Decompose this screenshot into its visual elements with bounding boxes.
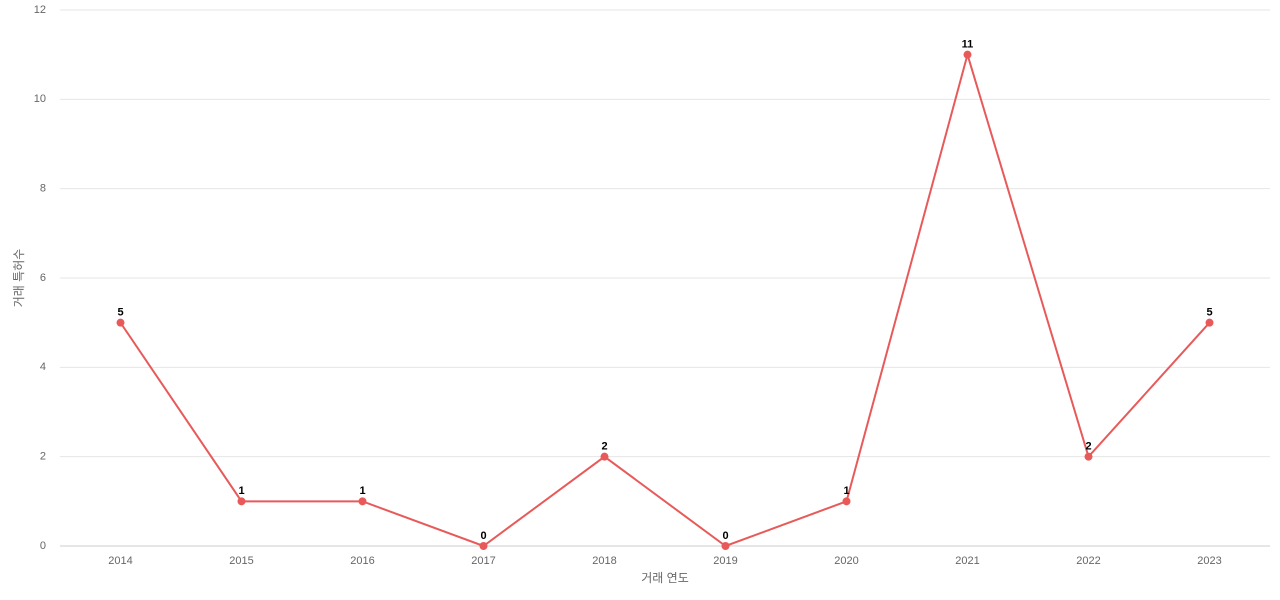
point <box>479 542 488 550</box>
point <box>1205 318 1214 327</box>
data-label: 1 <box>843 485 849 497</box>
data-label: 2 <box>1085 441 1091 453</box>
x-tick-label: 2014 <box>108 555 132 567</box>
data-label: 5 <box>1206 307 1212 319</box>
y-tick-label: 4 <box>40 361 46 373</box>
x-tick-label: 2018 <box>592 555 616 567</box>
x-tick-label: 2021 <box>955 555 979 567</box>
data-label: 1 <box>238 485 244 497</box>
point <box>600 452 609 461</box>
point <box>1084 452 1093 461</box>
data-label: 5 <box>117 307 123 319</box>
data-label: 0 <box>722 530 728 542</box>
point <box>116 318 125 327</box>
data-label: 2 <box>601 441 607 453</box>
y-tick-label: 12 <box>34 4 46 16</box>
x-tick-label: 2019 <box>713 555 737 567</box>
x-tick-label: 2020 <box>834 555 858 567</box>
y-tick-label: 8 <box>40 183 46 195</box>
x-tick-label: 2017 <box>471 555 495 567</box>
y-tick-label: 10 <box>34 93 46 105</box>
y-tick-label: 2 <box>40 451 46 463</box>
y-tick-label: 6 <box>40 272 46 284</box>
x-tick-label: 2023 <box>1197 555 1221 567</box>
data-label: 1 <box>359 485 365 497</box>
y-tick-label: 0 <box>40 540 46 552</box>
point <box>963 50 972 59</box>
x-axis-title: 거래 연도 <box>641 571 689 585</box>
x-tick-label: 2022 <box>1076 555 1100 567</box>
x-tick-label: 2016 <box>350 555 374 567</box>
point <box>237 497 246 506</box>
data-label: 11 <box>962 39 974 51</box>
point <box>842 497 851 506</box>
y-axis-title: 거래 특허수 <box>12 249 26 308</box>
line <box>119 51 1211 548</box>
point <box>721 542 730 550</box>
x-tick-label: 2015 <box>229 555 253 567</box>
point <box>358 497 367 506</box>
data-label: 0 <box>480 530 486 542</box>
